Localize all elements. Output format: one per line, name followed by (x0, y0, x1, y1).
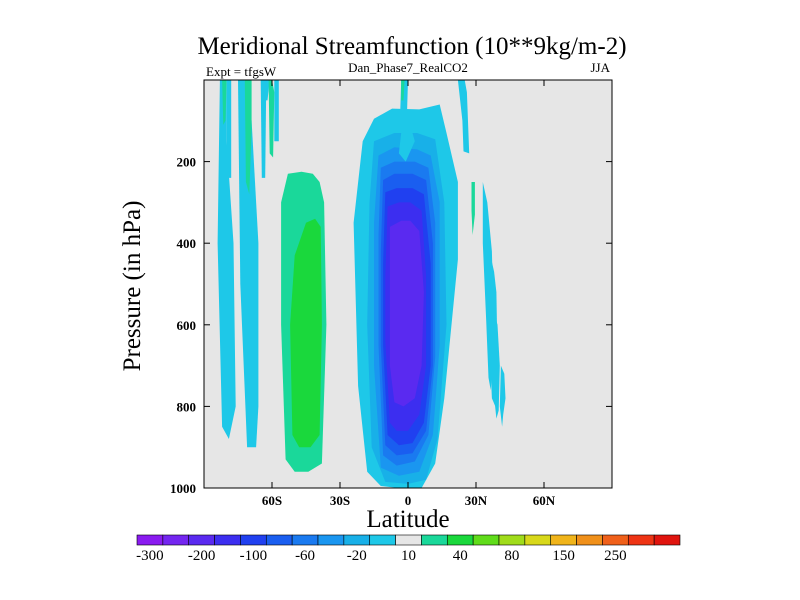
contour-region-11 (244, 80, 252, 195)
expt-label: Expt = tfgsW (206, 64, 277, 79)
y-tick-label-4: 1000 (170, 481, 196, 496)
contour-region-10 (222, 80, 227, 125)
x-tick-label-3: 30N (465, 493, 488, 508)
contour-region-15 (274, 80, 279, 142)
contour-layer (217, 80, 506, 488)
x-axis: 60S 30S 0 30N 60N (262, 80, 556, 508)
contour-region-21 (398, 133, 415, 162)
colorbar-label-5: 10 (401, 548, 416, 564)
colorbar-swatch-0 (136, 534, 164, 546)
colorbar-swatch-12 (446, 534, 474, 546)
colorbar-swatch-4 (240, 534, 267, 546)
colorbar-swatch-13 (472, 534, 500, 546)
contour-region-22 (457, 80, 470, 154)
case-label: Dan_Phase7_RealCO2 (348, 60, 468, 75)
colorbar-label-3: -60 (295, 548, 315, 564)
contour-region-16 (268, 80, 275, 158)
colorbar-swatch-10 (395, 534, 422, 546)
colorbar-label-9: 250 (604, 548, 627, 564)
colorbar-swatch-9 (369, 534, 396, 546)
y-tick-label-0: 200 (177, 155, 197, 170)
colorbar: -300 -200 -100 -60 -20 10 40 80 150 250 (136, 534, 681, 564)
x-tick-label-2: 0 (405, 493, 412, 508)
colorbar-label-8: 150 (552, 548, 575, 564)
x-tick-label-0: 60S (262, 493, 282, 508)
contour-region-20 (401, 80, 405, 101)
contour-region-9 (238, 80, 259, 448)
contour-region-14 (260, 80, 267, 178)
contour-region-7 (389, 220, 424, 407)
colorbar-swatch-20 (653, 534, 681, 546)
colorbar-swatch-6 (291, 534, 319, 546)
y-axis-label: Pressure (in hPa) (119, 201, 146, 372)
y-tick-label-3: 800 (177, 399, 197, 414)
contour-region-23 (471, 182, 475, 235)
y-tick-label-1: 400 (177, 236, 197, 251)
colorbar-swatch-19 (627, 534, 655, 546)
x-tick-label-4: 60N (533, 493, 556, 508)
contour-region-26 (490, 308, 500, 419)
colorbar-swatch-5 (265, 534, 293, 546)
contour-region-27 (499, 365, 506, 427)
colorbar-label-0: -300 (136, 548, 164, 564)
colorbar-label-6: 40 (453, 548, 468, 564)
x-axis-label: Latitude (366, 506, 449, 533)
colorbar-swatch-14 (498, 534, 526, 546)
colorbar-label-1: -200 (188, 548, 216, 564)
colorbar-label-7: 80 (504, 548, 519, 564)
colorbar-swatch-1 (162, 534, 190, 546)
contour-region-18 (290, 218, 322, 448)
contour-region-13 (226, 80, 232, 178)
colorbar-swatch-18 (602, 534, 629, 546)
y-axis: 200 400 600 800 1000 (170, 155, 612, 496)
colorbar-swatch-3 (214, 534, 241, 546)
colorbar-label-2: -100 (240, 548, 268, 564)
colorbar-swatch-11 (421, 534, 448, 546)
chart-title: Meridional Streamfunction (10**9kg/m-2) (197, 33, 626, 60)
contour-region-8 (217, 80, 236, 439)
y-tick-label-2: 600 (177, 318, 197, 333)
colorbar-label-4: -20 (347, 548, 367, 564)
colorbar-swatch-17 (576, 534, 603, 546)
colorbar-swatch-8 (343, 534, 371, 546)
colorbar-swatch-2 (188, 534, 215, 546)
colorbar-swatch-15 (524, 534, 552, 546)
x-tick-label-1: 30S (330, 493, 350, 508)
season-label: JJA (590, 60, 610, 75)
colorbar-swatch-16 (550, 534, 577, 546)
colorbar-swatch-7 (317, 534, 345, 546)
